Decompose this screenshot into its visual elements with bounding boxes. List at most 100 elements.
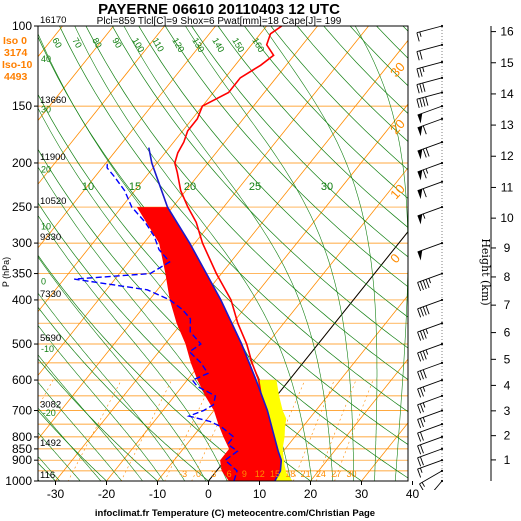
pressure-tick-label: 600	[12, 373, 32, 387]
wind-barb-halfflag	[422, 402, 426, 408]
height-tick-label: 6	[504, 326, 511, 340]
wind-barb-dot	[440, 105, 444, 108]
wind-barb-halfflag	[425, 168, 429, 174]
moist-adiabat	[38, 432, 81, 481]
wind-barb-dot	[440, 205, 444, 209]
pressure-tick-label: 1000	[5, 474, 32, 488]
moist-adiabat-label: 60	[50, 36, 64, 50]
wind-barb-pennant	[417, 188, 423, 200]
wind-barb-flag	[419, 50, 423, 60]
dry-adiabat-label: -10	[41, 344, 54, 354]
dry-adiabat	[111, 26, 408, 349]
geopotential-height-label: 7330	[40, 289, 61, 300]
dry-adiabat	[38, 410, 108, 481]
geopotential-height-label: 9330	[40, 232, 61, 243]
temperature-tick-label: -20	[98, 487, 116, 501]
wind-barb-halfflag	[425, 349, 429, 355]
wind-barb-flag	[417, 308, 422, 318]
wind-barb-flag	[417, 352, 422, 362]
wind-barb	[417, 117, 444, 137]
moist-adiabat-label: 90	[110, 36, 124, 50]
wind-barb-flag	[417, 404, 422, 414]
pressure-tick-label: 100	[12, 19, 32, 33]
mixing-ratio-label: 30	[321, 181, 333, 193]
wind-barb-flag	[422, 125, 427, 135]
moist-adiabat	[74, 26, 313, 481]
wind-barb-staff	[417, 362, 443, 373]
low-isotherm-label: 30	[346, 469, 356, 479]
pressure-tick-label: 150	[12, 99, 32, 113]
wind-barb-flag	[416, 99, 420, 109]
x-axis-label: infoclimat.fr Temperature (C) meteocentr…	[95, 508, 375, 519]
wind-barb	[416, 43, 444, 61]
temperature-tick-label: -30	[47, 487, 65, 501]
wind-barb-flag	[417, 282, 422, 292]
wind-barb-staff	[417, 322, 443, 333]
iso0-label: Iso 0	[3, 35, 27, 47]
wind-barb-flag	[422, 306, 427, 316]
pressure-tick-label: 400	[12, 293, 32, 307]
geopotential-height-label: 116	[40, 470, 55, 481]
isotherm-line	[38, 26, 319, 377]
geopotential-height-label: 13660	[40, 95, 66, 106]
iso10-value: 4493	[4, 71, 28, 83]
parcel-profile	[148, 147, 283, 481]
moist-adiabat	[38, 292, 186, 481]
wind-barb	[417, 272, 444, 292]
low-isotherm-label: 6	[227, 469, 232, 479]
wind-barb-dot	[440, 435, 444, 439]
dry-adiabat	[38, 306, 210, 481]
wind-barb	[416, 76, 444, 94]
isotherm-line	[105, 103, 408, 481]
wind-barb-staff	[417, 162, 443, 173]
pressure-tick-label: 350	[12, 267, 32, 281]
height-tick-label: 13	[500, 118, 514, 132]
wind-barb-halfflag	[422, 67, 425, 73]
wind-barb-staff	[417, 410, 443, 420]
temperature-tick-label: 30	[355, 487, 369, 501]
wind-barb-dot	[440, 76, 444, 79]
wind-barb-flag	[425, 147, 430, 157]
wind-barb-flag	[417, 419, 422, 429]
pressure-tick-label: 800	[12, 430, 32, 444]
temperature-profile	[173, 26, 283, 481]
wind-barb	[417, 205, 444, 225]
wind-barb-dot	[440, 60, 444, 64]
wind-barb-dot	[440, 141, 444, 144]
wind-barb-dot	[440, 361, 444, 364]
wind-barb-dot	[440, 91, 444, 94]
wind-barb-halfflag	[425, 328, 429, 334]
height-tick-label: 16	[500, 25, 514, 39]
wind-barb	[417, 435, 444, 455]
wind-barb-flag	[419, 456, 424, 466]
wind-barb-flag	[422, 148, 427, 158]
wind-barb	[433, 479, 444, 490]
wind-barb-dot	[440, 241, 444, 245]
geopotential-height-label: 11900	[40, 152, 66, 163]
wind-barb-staff	[433, 480, 443, 490]
iso10-label: Iso-10	[2, 59, 33, 71]
wind-barb-dot	[440, 117, 444, 120]
geopotential-height-label: 10520	[40, 196, 66, 207]
wind-barb-staff	[416, 77, 443, 86]
height-tick-label: 2	[504, 429, 511, 443]
wind-barb-dot	[440, 409, 444, 412]
wind-barb-pennant	[417, 126, 423, 137]
wind-barb-flag	[425, 96, 429, 106]
moist-adiabat	[38, 455, 61, 481]
dewpoint-profile	[74, 160, 239, 481]
wind-barb	[417, 241, 444, 261]
wind-barb-flag	[419, 444, 424, 454]
cape-area	[256, 380, 293, 481]
geopotential-height-label: 1492	[40, 438, 61, 449]
mixing-ratio-line	[120, 379, 172, 481]
height-tick-label: 12	[500, 149, 514, 163]
wind-barb-halfflag	[419, 467, 423, 473]
wind-barb-flag	[419, 351, 424, 361]
wind-barb-staff	[416, 44, 443, 52]
pressure-tick-label: 300	[12, 236, 32, 250]
height-tick-label: 8	[504, 270, 511, 284]
wind-barb-flag	[422, 97, 426, 107]
wind-barb-flag	[419, 83, 423, 93]
wind-barb	[417, 161, 444, 181]
